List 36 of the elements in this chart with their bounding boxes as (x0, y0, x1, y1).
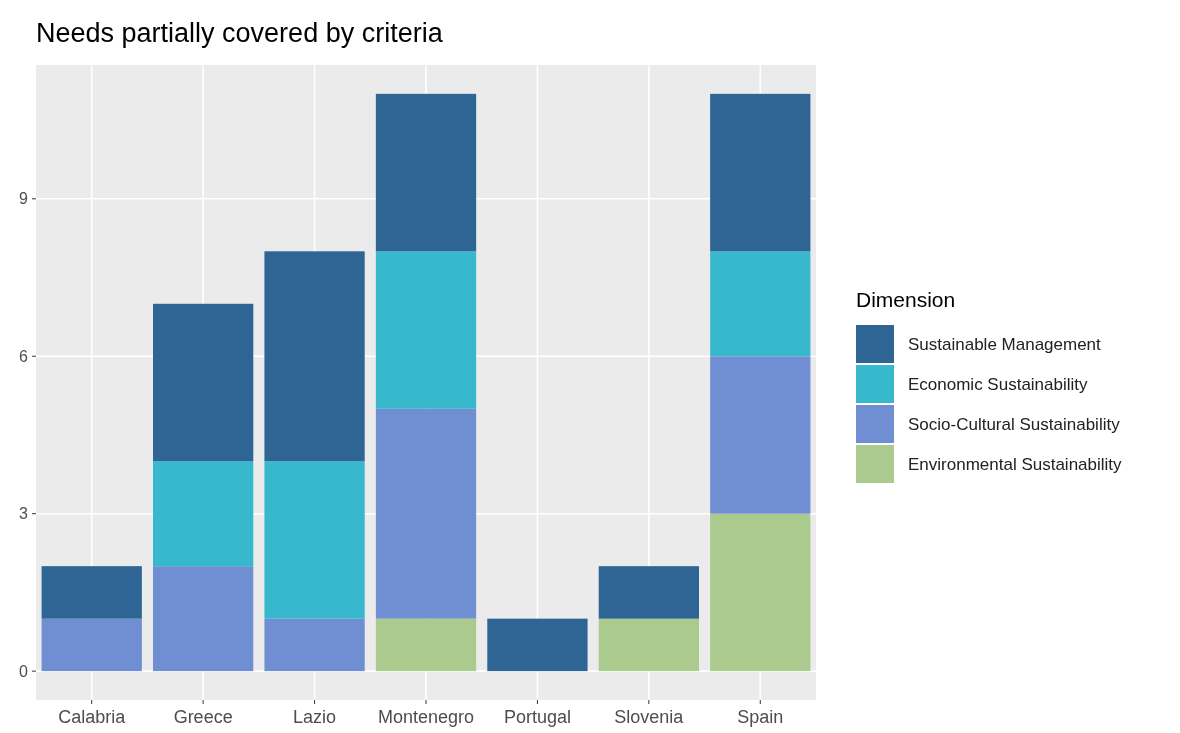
bar (375, 93, 477, 252)
bar (710, 513, 811, 672)
bar (41, 618, 142, 672)
bar (153, 303, 254, 462)
bar (487, 618, 588, 672)
bar (710, 356, 811, 514)
legend-label: Economic Sustainability (908, 374, 1089, 394)
legend-label: Environmental Sustainability (908, 454, 1123, 474)
x-tick-label: Spain (737, 707, 784, 727)
bar (153, 566, 254, 672)
y-tick-label: 3 (19, 505, 29, 523)
x-tick-label: Greece (173, 707, 233, 727)
y-tick-label: 9 (19, 190, 29, 208)
bar (375, 251, 477, 409)
bar (153, 461, 254, 567)
bar (710, 251, 811, 357)
x-tick-label: Portugal (503, 707, 571, 727)
bar (375, 618, 477, 672)
bar (598, 566, 699, 619)
legend-label: Socio-Cultural Sustainability (908, 414, 1121, 434)
legend-title: Dimension (856, 288, 956, 311)
bar (41, 566, 142, 619)
bar (264, 461, 365, 619)
legend-label: Sustainable Management (908, 334, 1102, 354)
x-tick-label: Slovenia (614, 707, 685, 727)
y-tick-label: 6 (19, 347, 29, 365)
x-tick-label: Lazio (293, 707, 337, 727)
y-tick-label: 0 (19, 662, 29, 680)
bar (375, 408, 477, 619)
bar (264, 618, 365, 672)
x-tick-label: Montenegro (377, 707, 475, 727)
chart-title: Needs partially covered by criteria (36, 18, 444, 48)
bar (710, 93, 811, 252)
bar (598, 618, 699, 672)
bar (264, 251, 365, 462)
x-tick-label: Calabria (58, 707, 127, 727)
